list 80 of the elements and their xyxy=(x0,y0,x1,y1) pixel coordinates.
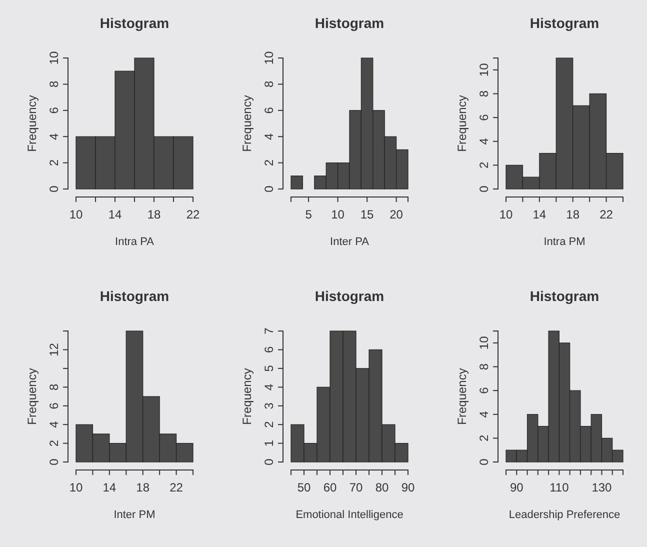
y-tick-label: 7 xyxy=(262,327,276,334)
y-tick-label: 6 xyxy=(262,346,276,354)
y-tick-label: 6 xyxy=(262,106,276,114)
y-tick-label: 6 xyxy=(477,386,491,394)
x-tick-label: 22 xyxy=(186,208,200,222)
chart-title: Histogram xyxy=(314,15,384,31)
x-tick-label: 60 xyxy=(323,480,337,495)
x-tick-label: 90 xyxy=(401,480,415,495)
y-tick-label: 6 xyxy=(477,114,491,121)
y-tick-label: 6 xyxy=(47,106,61,114)
x-axis-title: Inter PA xyxy=(330,236,370,248)
y-tick-label: 2 xyxy=(262,420,276,428)
y-tick-label: 2 xyxy=(47,159,61,166)
y-tick-label: 2 xyxy=(262,159,276,166)
chart-title: Histogram xyxy=(100,288,170,304)
x-tick-label: 18 xyxy=(147,208,161,222)
x-tick-label: 14 xyxy=(108,208,122,222)
y-tick-label: 10 xyxy=(477,62,491,77)
chart-title: Histogram xyxy=(314,288,384,304)
x-tick-label: 20 xyxy=(390,208,404,222)
y-tick-label: 8 xyxy=(477,363,491,370)
x-tick-label: 50 xyxy=(297,480,311,495)
x-tick-label: 18 xyxy=(566,208,580,222)
x-tick-label: 70 xyxy=(349,480,363,495)
y-tick-label: 12 xyxy=(47,342,61,356)
x-tick-label: 10 xyxy=(499,208,513,222)
y-tick-label: 10 xyxy=(47,51,61,65)
x-tick-label: 110 xyxy=(550,480,570,495)
x-tick-label: 18 xyxy=(136,480,150,495)
y-tick-label: 0 xyxy=(47,458,61,466)
y-tick-label: 0 xyxy=(477,185,491,192)
y-tick-label: 1 xyxy=(262,440,276,447)
y-tick-label: 10 xyxy=(477,336,491,350)
y-tick-label: 0 xyxy=(47,185,61,192)
y-tick-label: 4 xyxy=(262,383,276,390)
y-tick-label: 8 xyxy=(47,80,61,88)
y-tick-label: 0 xyxy=(262,185,276,192)
y-tick-label: 6 xyxy=(47,402,61,410)
x-tick-label: 130 xyxy=(592,480,612,495)
y-axis-title: Frequency xyxy=(455,95,469,152)
y-axis-title: Frequency xyxy=(25,368,39,425)
y-tick-label: 0 xyxy=(477,458,491,466)
x-axis-title: Leadership Preference xyxy=(508,509,620,521)
y-tick-label: 2 xyxy=(47,440,61,447)
chart-title: Histogram xyxy=(530,288,600,304)
y-tick-label: 8 xyxy=(477,90,491,98)
x-tick-label: 10 xyxy=(69,480,83,495)
x-tick-label: 15 xyxy=(360,208,374,222)
y-axis-title: Frequency xyxy=(455,368,469,425)
x-axis-title: Intra PM xyxy=(544,236,586,248)
y-tick-label: 5 xyxy=(262,364,276,372)
x-tick-label: 22 xyxy=(600,208,614,222)
y-tick-label: 2 xyxy=(477,434,491,442)
x-axis-title: Inter PM xyxy=(114,509,156,521)
x-axis-title: Emotional Intelligence xyxy=(296,509,404,521)
x-axis-title: Intra PA xyxy=(115,236,155,248)
x-tick-label: 10 xyxy=(69,208,83,222)
y-tick-label: 2 xyxy=(477,162,491,169)
y-tick-label: 4 xyxy=(47,420,61,428)
y-tick-label: 8 xyxy=(262,80,276,88)
y-axis-title: Frequency xyxy=(240,95,254,152)
y-tick-label: 4 xyxy=(262,132,276,140)
x-tick-label: 90 xyxy=(510,480,524,495)
y-tick-label: 3 xyxy=(262,402,276,410)
chart-title: Histogram xyxy=(530,15,600,31)
y-tick-label: 8 xyxy=(47,383,61,390)
y-tick-label: 4 xyxy=(477,410,491,418)
x-tick-label: 80 xyxy=(375,480,389,495)
chart-title: Histogram xyxy=(100,15,170,31)
y-tick-label: 4 xyxy=(477,138,491,145)
x-tick-label: 22 xyxy=(170,480,184,495)
x-tick-label: 10 xyxy=(331,208,345,222)
y-axis-title: Frequency xyxy=(25,95,39,152)
y-tick-label: 0 xyxy=(262,458,276,466)
y-tick-label: 10 xyxy=(262,51,276,65)
y-axis-title: Frequency xyxy=(240,368,254,425)
x-tick-label: 5 xyxy=(305,208,312,222)
x-tick-label: 14 xyxy=(102,480,116,495)
y-tick-label: 4 xyxy=(47,132,61,140)
x-tick-label: 14 xyxy=(532,208,546,222)
